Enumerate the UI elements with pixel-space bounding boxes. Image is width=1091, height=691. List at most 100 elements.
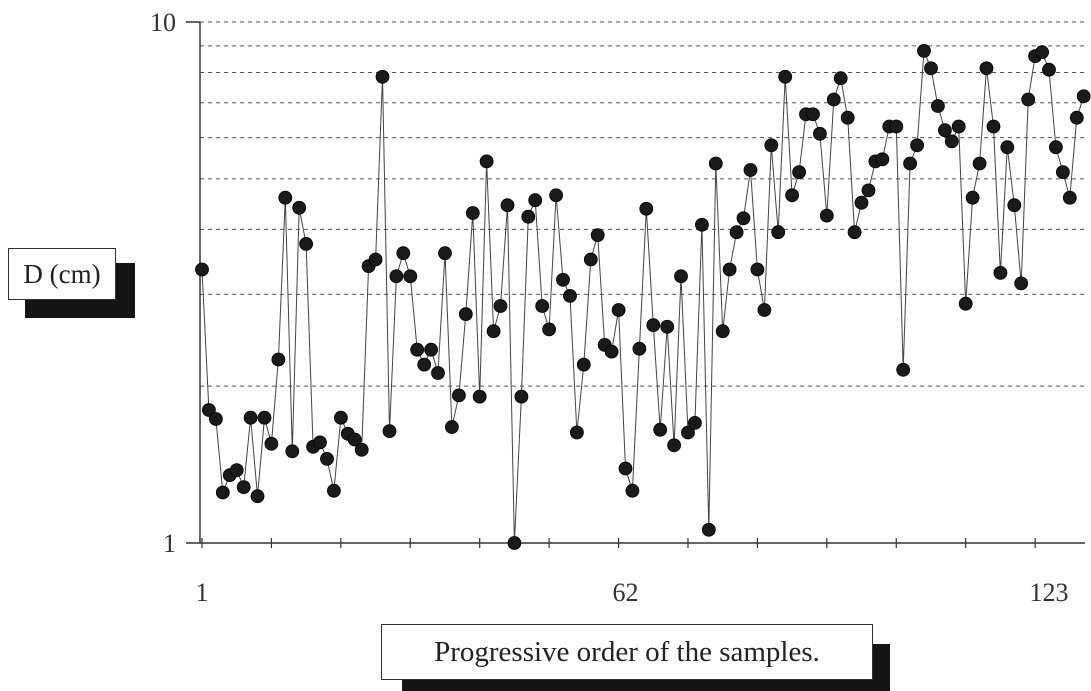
- y-tick-label: 10: [150, 8, 176, 37]
- data-point: [813, 126, 827, 141]
- data-point: [764, 138, 779, 153]
- data-point: [243, 410, 258, 425]
- data-point: [965, 190, 980, 205]
- y-tick-label: 1: [163, 529, 176, 558]
- data-point: [1000, 140, 1015, 155]
- y-axis-label: D (cm): [8, 248, 116, 300]
- data-point: [438, 246, 452, 261]
- x-axis-label: Progressive order of the samples.: [381, 624, 873, 680]
- data-point: [771, 225, 786, 240]
- x-tick-label: 1: [196, 578, 209, 607]
- data-point: [236, 480, 251, 495]
- series-points: [195, 44, 1091, 550]
- data-point: [326, 483, 341, 498]
- data-point: [910, 138, 924, 153]
- data-point: [715, 324, 730, 339]
- data-point: [931, 99, 945, 113]
- data-point: [778, 69, 793, 84]
- data-point: [611, 303, 626, 317]
- data-point: [736, 211, 751, 226]
- data-point: [660, 319, 675, 334]
- data-point: [688, 415, 702, 430]
- data-point: [250, 489, 265, 504]
- data-point: [951, 119, 966, 134]
- data-point: [208, 412, 223, 426]
- data-point: [472, 389, 487, 404]
- data-point: [417, 357, 432, 372]
- data-point: [1014, 276, 1029, 291]
- data-point: [667, 438, 681, 453]
- data-point: [431, 366, 445, 380]
- axes: [186, 21, 1085, 548]
- data-point: [625, 483, 640, 498]
- data-point: [292, 200, 307, 215]
- data-point: [938, 123, 952, 138]
- data-point: [500, 198, 515, 213]
- data-point: [958, 296, 973, 311]
- data-point: [486, 324, 501, 339]
- data-point: [681, 425, 695, 440]
- data-point: [535, 299, 550, 313]
- data-point: [847, 225, 862, 240]
- data-point: [549, 188, 563, 203]
- data-point: [708, 156, 723, 171]
- data-point: [1049, 140, 1063, 155]
- data-point: [271, 352, 286, 367]
- data-point: [854, 195, 869, 210]
- data-point: [451, 388, 466, 403]
- data-point: [896, 362, 911, 377]
- data-point: [320, 451, 334, 466]
- data-point: [785, 188, 799, 203]
- data-point: [368, 252, 383, 267]
- series-line: [201, 50, 1085, 544]
- data-point: [743, 163, 758, 177]
- data-point: [875, 152, 890, 167]
- data-point: [542, 322, 556, 337]
- data-point: [347, 432, 362, 447]
- data-point: [979, 61, 994, 76]
- data-point: [889, 119, 904, 134]
- data-point: [695, 217, 709, 232]
- data-point: [806, 107, 820, 122]
- data-point: [701, 522, 716, 537]
- data-point: [833, 71, 848, 86]
- data-point: [195, 262, 209, 277]
- data-point: [299, 236, 314, 251]
- data-point: [403, 269, 418, 284]
- data-point: [826, 92, 841, 107]
- data-point: [1056, 165, 1070, 180]
- data-point: [590, 228, 605, 243]
- data-point: [944, 134, 959, 149]
- data-point: [507, 536, 522, 550]
- data-point: [563, 288, 577, 303]
- tick-labels: 1 10 1 62 123: [150, 8, 1069, 607]
- data-point: [750, 262, 765, 277]
- data-point: [382, 424, 397, 439]
- data-point: [722, 262, 737, 277]
- data-point: [646, 318, 661, 333]
- data-point: [993, 265, 1008, 280]
- data-point: [674, 269, 688, 284]
- data-point: [1062, 190, 1077, 205]
- data-point: [278, 190, 293, 205]
- data-point: [903, 156, 917, 171]
- data-point: [570, 425, 584, 440]
- data-point: [424, 342, 439, 357]
- data-point: [1069, 110, 1084, 125]
- x-tick-label: 62: [613, 578, 639, 607]
- data-point: [396, 246, 411, 261]
- data-point: [1076, 89, 1091, 104]
- data-point: [632, 341, 647, 356]
- data-point: [729, 225, 744, 240]
- data-point: [375, 69, 390, 84]
- data-point: [257, 410, 272, 425]
- data-point: [354, 442, 369, 457]
- data-point: [444, 420, 459, 434]
- data-point: [333, 410, 348, 425]
- data-point: [493, 299, 508, 313]
- data-point: [583, 252, 598, 267]
- data-point: [556, 272, 570, 287]
- data-point: [819, 208, 834, 223]
- data-point: [264, 436, 279, 451]
